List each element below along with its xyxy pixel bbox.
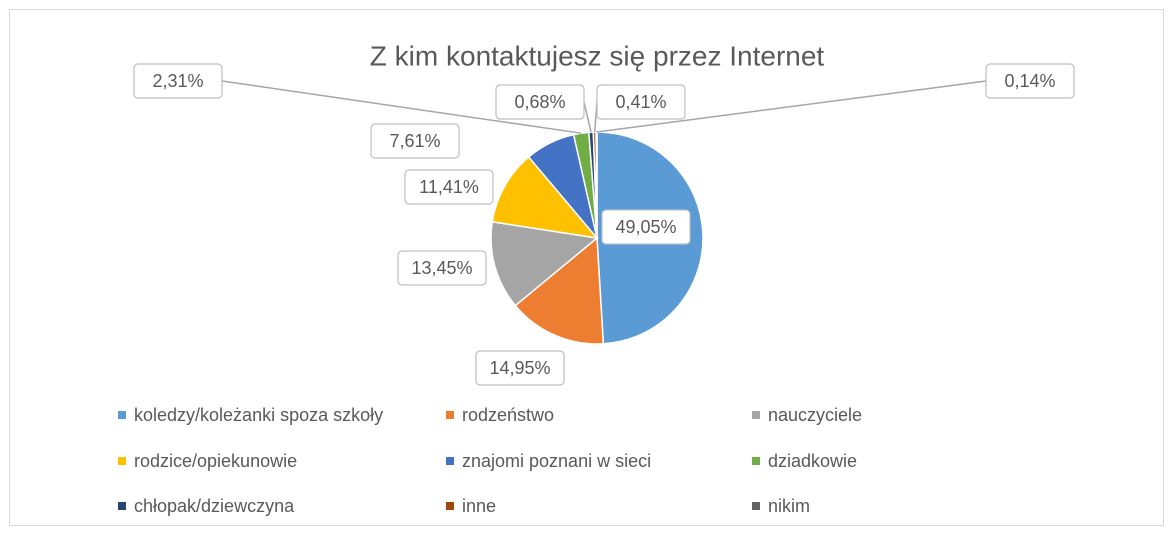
legend-swatch [446,411,454,419]
legend-label: znajomi poznani w sieci [462,451,651,471]
data-label: 0,68% [514,92,565,112]
pie-slice [491,155,599,240]
legend-label: rodzeństwo [462,405,554,425]
data-label: 13,45% [411,258,472,278]
data-label: 2,31% [152,71,203,91]
leader-line [583,101,592,133]
legend-label: inne [462,496,496,516]
legend-label: nauczyciele [768,405,862,425]
legend-label: koledzy/koleżanki spoza szkoły [134,405,383,425]
data-label: 11,41% [419,177,479,197]
legend-label: rodzice/opiekunowie [134,451,297,471]
data-label-box [397,250,487,286]
legend-swatch [446,457,454,465]
leader-line [221,80,582,134]
legend-swatch [118,457,126,465]
data-label: 0,41% [615,92,666,112]
pie-slice [595,131,598,239]
data-label-box [596,84,686,120]
data-label-box [404,169,494,205]
leader-line [596,80,987,133]
chart-title: Z kim kontaktujesz się przez Internet [370,40,825,71]
legend-label: nikim [768,496,810,516]
legend-label: dziadkowie [768,451,857,471]
data-label: 14,95% [489,358,550,378]
pie-slice [490,220,599,307]
legend-swatch [752,457,760,465]
legend-swatch [752,502,760,510]
data-label-box [370,123,460,159]
data-label-box [495,84,585,120]
legend-swatch [118,411,126,419]
data-label: 0,14% [1004,71,1055,91]
data-label: 7,61% [389,131,440,151]
legend-swatch [118,502,126,510]
legend-swatch [446,502,454,510]
pie-slice [514,236,605,345]
data-label-box [601,209,691,245]
data-label-box [133,63,223,99]
data-label-box [475,350,565,386]
data-label: 49,05% [615,217,676,237]
legend-swatch [752,411,760,419]
legend-label: chłopak/dziewczyna [134,496,295,516]
data-label-box [985,63,1075,99]
